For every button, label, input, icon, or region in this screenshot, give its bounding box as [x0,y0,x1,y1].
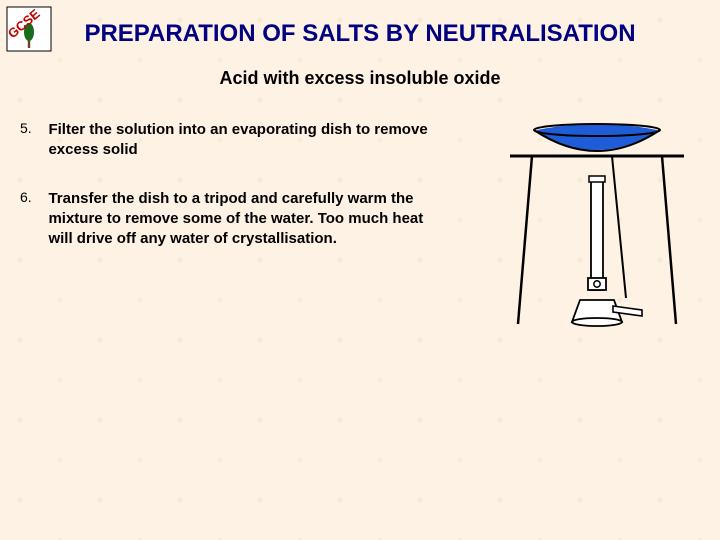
tripod-leg-icon [518,156,532,324]
bunsen-burner-icon [572,176,642,326]
page-title: PREPARATION OF SALTS BY NEUTRALISATION [0,20,720,48]
step-text: Filter the solution into an evaporating … [48,120,448,161]
step-item: 6. Transfer the dish to a tripod and car… [20,189,460,250]
step-number: 5. [20,120,44,136]
apparatus-diagram [492,110,702,350]
step-text: Transfer the dish to a tripod and carefu… [48,189,448,250]
evaporating-dish-icon [534,124,660,151]
steps-list: 5. Filter the solution into an evaporati… [20,120,460,277]
tripod-leg-icon [612,156,626,298]
tripod-leg-icon [662,156,676,324]
step-item: 5. Filter the solution into an evaporati… [20,120,460,161]
step-number: 6. [20,189,44,205]
page-subtitle: Acid with excess insoluble oxide [0,68,720,89]
